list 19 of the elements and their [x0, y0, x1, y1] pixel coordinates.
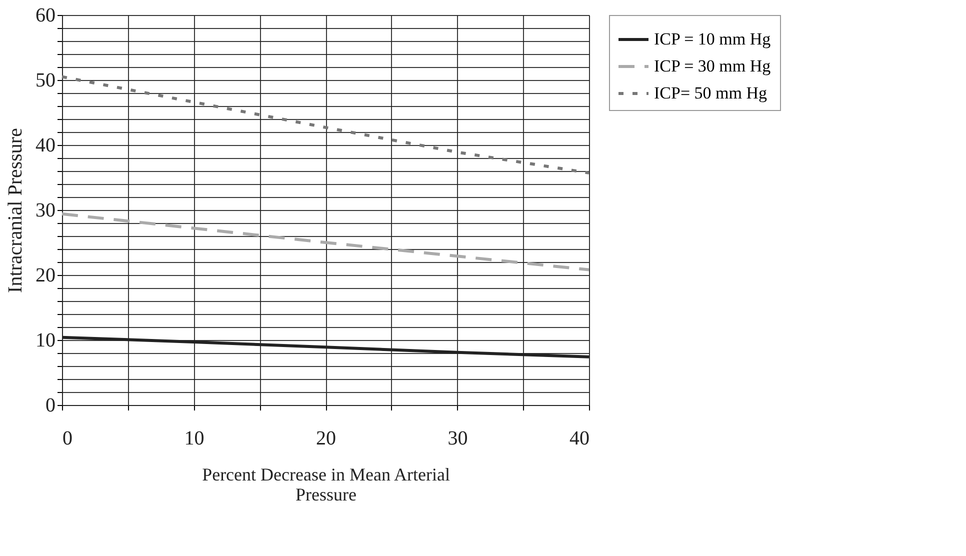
y-tick-label: 30 [36, 200, 56, 222]
y-tick-label: 50 [36, 70, 56, 92]
y-tick-label: 20 [36, 264, 56, 286]
legend-label: ICP = 30 mm Hg [654, 56, 772, 76]
line-series [60, 212, 590, 272]
y-tick-label: 40 [36, 134, 56, 156]
x-tick-label: 0 [62, 428, 72, 450]
x-tick-label: 10 [184, 428, 204, 450]
legend-label: ICP= 50 mm Hg [654, 84, 768, 102]
y-tick-label: 10 [36, 330, 56, 352]
y-axis-title: Intracranial Pressure [4, 128, 26, 293]
y-tick-label: 60 [36, 4, 56, 26]
x-tick-label: 40 [570, 428, 590, 450]
x-tick-label: 30 [448, 428, 468, 450]
legend-label: ICP = 10 mm Hg [654, 30, 772, 48]
line-series [60, 75, 590, 174]
y-tick-label: 0 [46, 394, 56, 416]
x-tick-label: 20 [316, 428, 336, 450]
x-axis-title: Percent Decrease in Mean Arterial Pressure [202, 464, 450, 504]
